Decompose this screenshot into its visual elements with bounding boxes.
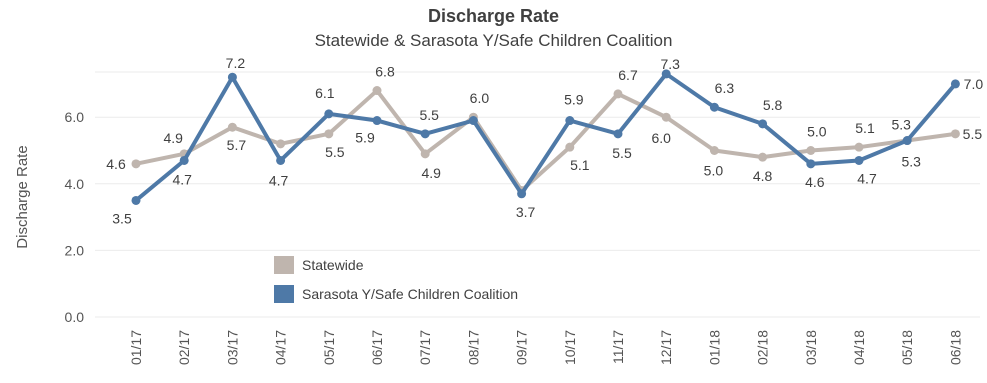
y-tick-label: 0.0 (65, 309, 85, 325)
x-tick-label: 03/17 (224, 330, 240, 365)
data-label: 4.7 (857, 170, 877, 186)
sarasota-point (950, 79, 960, 89)
x-tick-label: 01/18 (706, 330, 722, 365)
data-label: 5.8 (763, 97, 783, 113)
x-tick-label: 12/17 (658, 330, 674, 365)
x-tick-label: 09/17 (514, 330, 530, 365)
sarasota-point (854, 155, 864, 165)
statewide-point (613, 89, 623, 99)
x-tick-label: 07/17 (417, 330, 433, 365)
chart-title: Discharge Rate (427, 6, 560, 26)
statewide-point (854, 142, 864, 152)
sarasota-point (179, 155, 189, 165)
x-tick-label: 02/18 (755, 330, 771, 365)
sarasota-point (709, 102, 719, 112)
statewide-point (131, 159, 141, 169)
y-tick-label: 4.0 (65, 176, 85, 192)
statewide-line (134, 88, 958, 193)
statewide-point (806, 146, 816, 155)
statewide-point (324, 129, 334, 139)
sarasota-point (276, 155, 286, 165)
data-label: 5.0 (704, 163, 724, 179)
sarasota-point (613, 129, 623, 139)
data-label: 6.1 (315, 85, 335, 101)
statewide-point (661, 112, 671, 122)
x-tick-label: 03/18 (803, 330, 819, 365)
data-label: 3.5 (112, 210, 132, 226)
data-label: 7.0 (964, 76, 984, 92)
x-tick-label: 04/17 (273, 330, 289, 365)
statewide-point (227, 122, 237, 132)
data-label: 4.7 (269, 172, 289, 188)
sarasota-point (420, 129, 430, 139)
statewide-point (758, 152, 768, 162)
sarasota-point (758, 119, 768, 129)
x-tick-label: 10/17 (562, 330, 578, 365)
statewide-point (950, 129, 960, 139)
sarasota-point (468, 116, 478, 126)
data-label: 5.0 (807, 124, 827, 140)
statewide-point (709, 146, 719, 155)
statewide-point (372, 86, 382, 96)
legend-swatch-sarasota (274, 285, 294, 303)
sarasota-point (806, 159, 816, 169)
data-label: 3.7 (516, 204, 536, 220)
chart-subtitle: Statewide & Sarasota Y/Safe Children Coa… (314, 31, 673, 50)
data-label: 4.6 (805, 174, 825, 190)
data-label: 6.0 (651, 130, 671, 146)
data-label: 6.7 (618, 67, 638, 83)
legend-label: Statewide (302, 257, 364, 273)
statewide-point (420, 149, 430, 159)
data-label: 7.3 (660, 56, 680, 72)
sarasota-point (517, 189, 527, 199)
data-label: 4.8 (753, 168, 773, 184)
data-label: 5.3 (891, 117, 911, 133)
data-label: 4.7 (172, 171, 192, 187)
x-tick-label: 11/17 (610, 330, 626, 364)
data-label: 5.5 (612, 145, 632, 161)
x-tick-label: 06/17 (369, 330, 385, 365)
data-label: 5.5 (325, 144, 345, 160)
statewide-point (276, 139, 286, 149)
x-tick-label: 05/18 (899, 330, 915, 365)
data-label: 6.3 (715, 80, 735, 96)
sarasota-point (661, 69, 671, 79)
sarasota-point (372, 116, 382, 126)
data-label: 5.3 (901, 154, 921, 170)
data-label: 7.2 (226, 55, 246, 71)
data-label: 5.5 (419, 107, 439, 123)
data-label: 5.1 (570, 157, 590, 173)
x-tick-label: 02/17 (176, 330, 192, 365)
x-tick-label: 06/18 (947, 330, 963, 365)
x-tick-label: 08/17 (465, 330, 481, 365)
legend-label: Sarasota Y/Safe Children Coalition (302, 286, 518, 302)
legend-swatch-statewide (274, 256, 294, 274)
y-tick-label: 6.0 (65, 109, 85, 125)
data-label: 4.6 (106, 156, 126, 172)
data-label: 4.9 (163, 130, 183, 146)
sarasota-point (324, 109, 334, 119)
x-tick-label: 04/18 (851, 330, 867, 365)
sarasota-point (902, 136, 912, 146)
data-label: 4.9 (421, 165, 441, 181)
data-label: 6.0 (470, 90, 490, 106)
x-tick-label: 05/17 (321, 330, 337, 365)
sarasota-line (134, 71, 958, 203)
sarasota-point (131, 195, 141, 205)
y-tick-label: 2.0 (65, 242, 85, 258)
data-label: 5.1 (855, 120, 875, 136)
data-label: 5.5 (963, 126, 983, 142)
data-label: 5.9 (355, 130, 375, 146)
sarasota-point (227, 72, 237, 82)
statewide-point (565, 142, 575, 152)
data-label: 5.7 (227, 137, 247, 153)
x-tick-label: 01/17 (128, 330, 144, 365)
sarasota-point (565, 116, 575, 126)
data-label: 6.8 (375, 64, 395, 80)
y-axis-title: Discharge Rate (14, 145, 31, 248)
data-label: 5.9 (564, 92, 584, 108)
